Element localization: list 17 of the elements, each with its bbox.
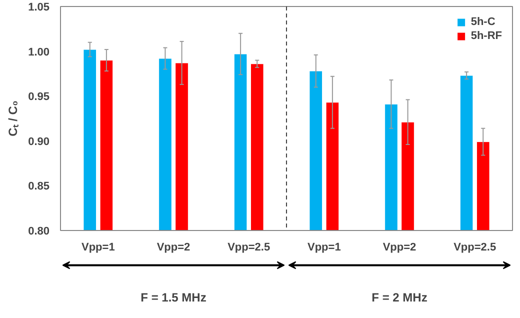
- y-tick-label: 1.05: [28, 2, 50, 14]
- x-tick-label: Vpp=1: [308, 242, 341, 254]
- x-tick-label: Vpp=2.5: [228, 242, 270, 254]
- legend-label: 5h-C: [470, 16, 496, 28]
- y-tick-label: 0.85: [28, 180, 50, 193]
- x-tick-label: Vpp=2: [382, 242, 416, 254]
- x-tick-label: Vpp=1: [82, 242, 115, 254]
- y-tick-label: 1.00: [28, 46, 50, 58]
- y-tick-label: 0.90: [28, 136, 50, 148]
- y-axis-title: Cₜ / C₀: [6, 100, 20, 136]
- legend-label: 5h-RF: [470, 30, 502, 42]
- y-tick-label: 0.80: [28, 226, 50, 238]
- x-tick-label: Vpp=2.5: [454, 242, 496, 254]
- text: F = 2 MHz: [372, 290, 428, 305]
- text: F = 1.5 MHz: [140, 290, 206, 305]
- y-tick-label: 0.95: [28, 91, 50, 104]
- x-tick-label: Vpp=2: [156, 242, 190, 254]
